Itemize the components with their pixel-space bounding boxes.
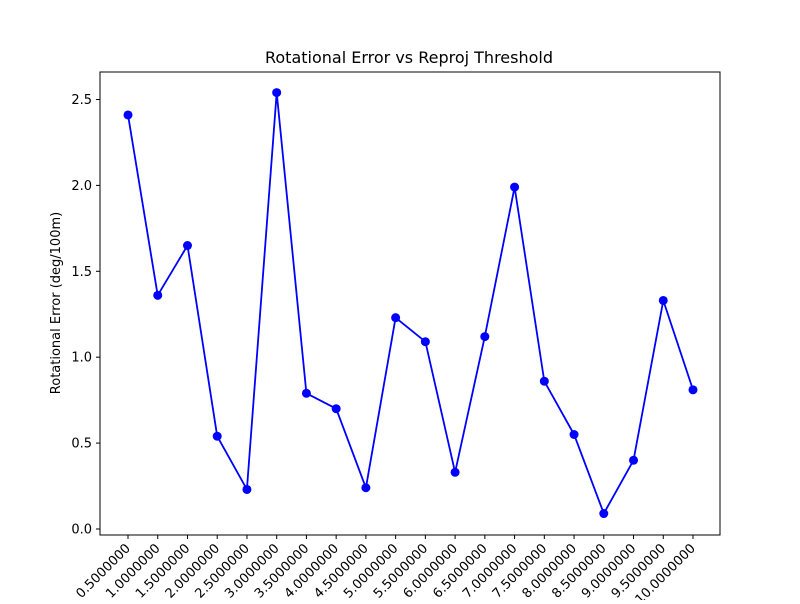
data-point xyxy=(242,484,252,494)
data-point xyxy=(123,110,133,120)
data-point xyxy=(450,467,460,477)
y-tick-label: 1.0 xyxy=(71,351,92,366)
y-tick-label: 2.0 xyxy=(71,179,92,194)
data-point xyxy=(331,404,341,414)
y-tick-label: 2.5 xyxy=(71,93,92,108)
data-point xyxy=(480,332,490,342)
data-point xyxy=(182,241,192,251)
data-point xyxy=(599,509,609,519)
y-axis-label: Rotational Error (deg/100m) xyxy=(49,212,64,394)
data-point xyxy=(153,290,163,300)
data-point xyxy=(391,313,401,323)
y-tick-label: 0.5 xyxy=(71,437,92,452)
data-point xyxy=(510,182,520,192)
y-tick-label: 1.5 xyxy=(71,265,92,280)
data-point xyxy=(629,455,639,465)
data-point xyxy=(212,431,222,441)
data-point xyxy=(569,429,579,439)
plot-frame xyxy=(99,71,721,536)
chart-title: Rotational Error vs Reproj Threshold xyxy=(265,48,553,67)
data-point xyxy=(420,337,430,347)
data-point xyxy=(272,88,282,98)
data-point xyxy=(361,483,371,493)
data-point xyxy=(688,385,698,395)
data-point xyxy=(301,388,311,398)
data-point xyxy=(658,295,668,305)
series-line xyxy=(127,92,694,516)
y-tick-label: 0.0 xyxy=(71,522,92,537)
data-point xyxy=(539,376,549,386)
